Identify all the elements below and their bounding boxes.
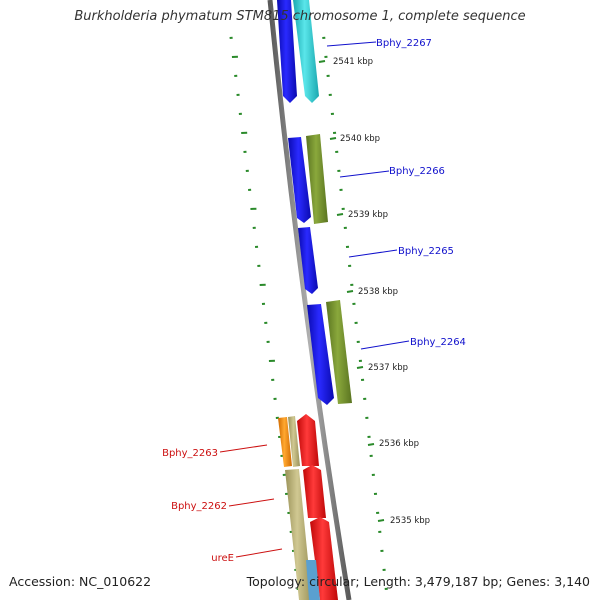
- forward-strand-features: [293, 0, 352, 600]
- feature-bphy-2264-cds[interactable]: [307, 304, 334, 405]
- feature-bphy-2267-gene[interactable]: [277, 0, 297, 103]
- feature-bphy-2265-cds[interactable]: [298, 227, 318, 294]
- gene-label-bphy-2264[interactable]: Bphy_2264: [410, 337, 466, 348]
- map-title: Burkholderia phymatum STM815 chromosome …: [74, 9, 526, 24]
- kbp-tick-2541: 2541 kbp: [333, 57, 373, 67]
- feature-bphy-2262-khaki[interactable]: [285, 469, 312, 600]
- kbp-tick-2535: 2535 kbp: [390, 516, 430, 526]
- kbp-ticks: 2541 kbp 2540 kbp 2539 kbp 2538 kbp 2537…: [318, 57, 430, 526]
- gene-label-bphy-2266[interactable]: Bphy_2266: [389, 166, 445, 177]
- feature-urease-red-1[interactable]: [297, 414, 319, 466]
- accession-text: Accession: NC_010622: [9, 574, 152, 589]
- gc-skew-ring: [322, 36, 388, 590]
- kbp-tick-2539: 2539 kbp: [348, 210, 388, 220]
- feature-bphy-2267-cds[interactable]: [293, 0, 319, 103]
- reverse-strand-features: [277, 0, 334, 600]
- feature-ure-e-khaki[interactable]: [306, 560, 320, 600]
- kbp-tick-2540: 2540 kbp: [340, 134, 380, 144]
- feature-bphy-2264-gene[interactable]: [326, 300, 352, 404]
- kbp-tick-2536: 2536 kbp: [379, 439, 419, 449]
- genome-summary-text: Topology: circular; Length: 3,479,187 bp…: [246, 574, 590, 589]
- feature-bphy-2266-gene[interactable]: [306, 134, 328, 224]
- label-leaders: [219, 41, 410, 558]
- feature-bphy-2266-cds[interactable]: [288, 137, 311, 223]
- gene-label-bphy-2263[interactable]: Bphy_2263: [162, 448, 218, 459]
- gene-label-bphy-2267[interactable]: Bphy_2267: [376, 38, 432, 49]
- feature-bphy-2263-orange[interactable]: [278, 417, 292, 467]
- gene-label-bphy-2265[interactable]: Bphy_2265: [398, 246, 454, 257]
- feature-bphy-2263-khaki[interactable]: [288, 416, 300, 467]
- gene-label-bphy-2262[interactable]: Bphy_2262: [171, 501, 227, 512]
- gene-label-ure-e[interactable]: ureE: [211, 553, 234, 564]
- kbp-tick-2537: 2537 kbp: [368, 363, 408, 373]
- feature-ure-e-red[interactable]: [310, 517, 338, 600]
- gene-labels: Bphy_2267 Bphy_2266 Bphy_2265 Bphy_2264 …: [162, 38, 466, 564]
- kbp-tick-2538: 2538 kbp: [358, 287, 398, 297]
- feature-urease-red-2[interactable]: [303, 465, 326, 518]
- chromosome-backbone: [267, 0, 352, 600]
